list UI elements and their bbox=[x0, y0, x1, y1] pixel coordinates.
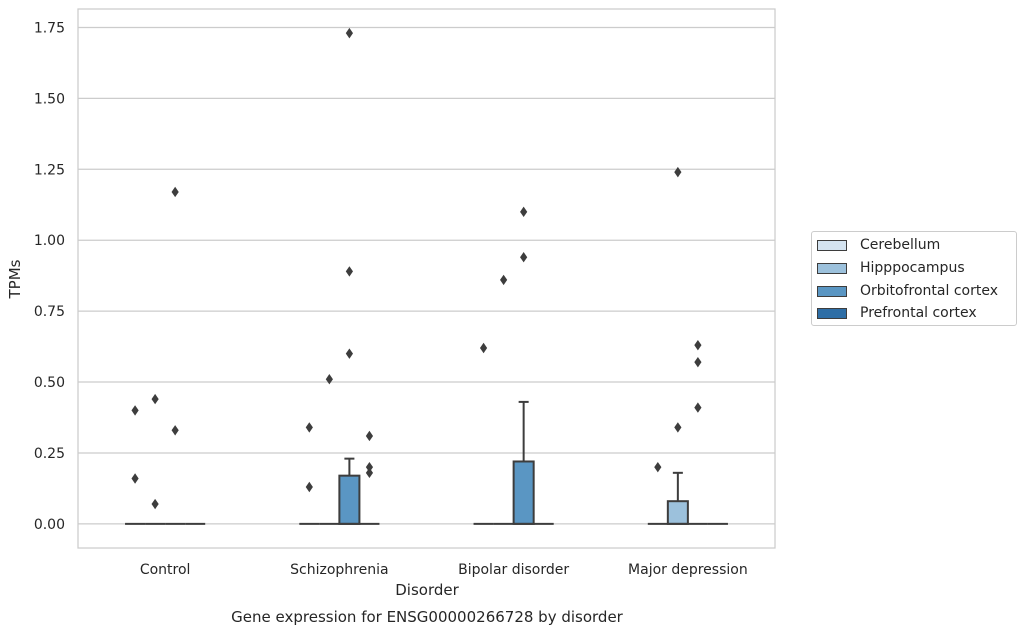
legend-label: Hipppocampus bbox=[860, 260, 965, 276]
legend-swatch bbox=[817, 239, 847, 251]
outlier-point bbox=[305, 481, 313, 493]
outlier-point bbox=[365, 461, 374, 473]
outlier-point bbox=[694, 402, 702, 413]
legend-swatch bbox=[817, 262, 847, 274]
box bbox=[512, 460, 535, 525]
outlier-point bbox=[674, 422, 682, 433]
legend: Cerebellum Hipppocampus Orbitofrontal co… bbox=[811, 231, 1017, 326]
y-tick-labels: 0.00 0.25 0.50 0.75 1.00 1.25 1.50 1.75 bbox=[34, 20, 65, 532]
outlier-point bbox=[694, 356, 702, 368]
legend-label: Cerebellum bbox=[860, 237, 941, 253]
y-tick-label: 0.50 bbox=[34, 375, 65, 391]
plot-frame bbox=[77, 8, 776, 549]
y-tick-label: 0.25 bbox=[34, 446, 65, 462]
y-tick-label: 0.00 bbox=[34, 517, 65, 533]
legend-label: Prefrontal cortex bbox=[860, 305, 977, 321]
outlier-point bbox=[365, 430, 374, 442]
outlier-point bbox=[674, 166, 682, 178]
legend-item-orbitofrontal-cortex: Orbitofrontal cortex bbox=[817, 282, 998, 300]
x-axis-label: Disorder bbox=[395, 581, 459, 599]
x-tick-label: Major depression bbox=[628, 562, 748, 578]
y-tick-label: 0.75 bbox=[34, 304, 65, 320]
outlier-point bbox=[365, 467, 374, 479]
legend-item-prefrontal-cortex: Prefrontal cortex bbox=[817, 304, 977, 322]
y-tick-label: 1.50 bbox=[34, 91, 65, 107]
x-tick-labels: Control Schizophrenia Bipolar disorder Majo… bbox=[140, 562, 748, 578]
legend-label: Orbitofrontal cortex bbox=[860, 283, 998, 299]
outlier-point bbox=[345, 266, 353, 277]
outliers bbox=[131, 27, 702, 510]
y-tick-label: 1.00 bbox=[34, 233, 65, 249]
outlier-point bbox=[654, 461, 662, 473]
legend-swatch bbox=[817, 307, 847, 319]
chart-title: Gene expression for ENSG00000266728 by d… bbox=[231, 608, 624, 626]
outlier-point bbox=[520, 252, 528, 263]
y-axis-label: TPMs bbox=[6, 259, 24, 299]
y-tick-label: 1.25 bbox=[34, 162, 65, 178]
outlier-point bbox=[131, 473, 139, 484]
outlier-point bbox=[500, 274, 508, 286]
x-tick-label: Schizophrenia bbox=[290, 562, 388, 578]
boxes bbox=[125, 400, 728, 525]
legend-swatch bbox=[817, 285, 847, 297]
outlier-point bbox=[151, 393, 159, 405]
outlier-point bbox=[325, 374, 333, 385]
outlier-point bbox=[345, 348, 353, 359]
outlier-point bbox=[171, 186, 179, 198]
x-tick-label: Bipolar disorder bbox=[458, 562, 569, 578]
outlier-point bbox=[479, 342, 488, 354]
outlier-point bbox=[345, 27, 353, 39]
x-tick-label: Control bbox=[140, 562, 191, 578]
outlier-point bbox=[520, 206, 528, 218]
outlier-point bbox=[694, 339, 702, 351]
outlier-point bbox=[171, 425, 179, 436]
outlier-point bbox=[151, 498, 159, 510]
outlier-point bbox=[305, 422, 313, 433]
gridlines bbox=[78, 26, 775, 525]
legend-item-cerebellum: Cerebellum bbox=[817, 236, 940, 254]
y-tick-label: 1.75 bbox=[34, 20, 65, 36]
box bbox=[666, 500, 689, 525]
outlier-point bbox=[131, 405, 139, 416]
box bbox=[338, 474, 361, 525]
legend-item-hippocampus: Hipppocampus bbox=[817, 259, 965, 277]
